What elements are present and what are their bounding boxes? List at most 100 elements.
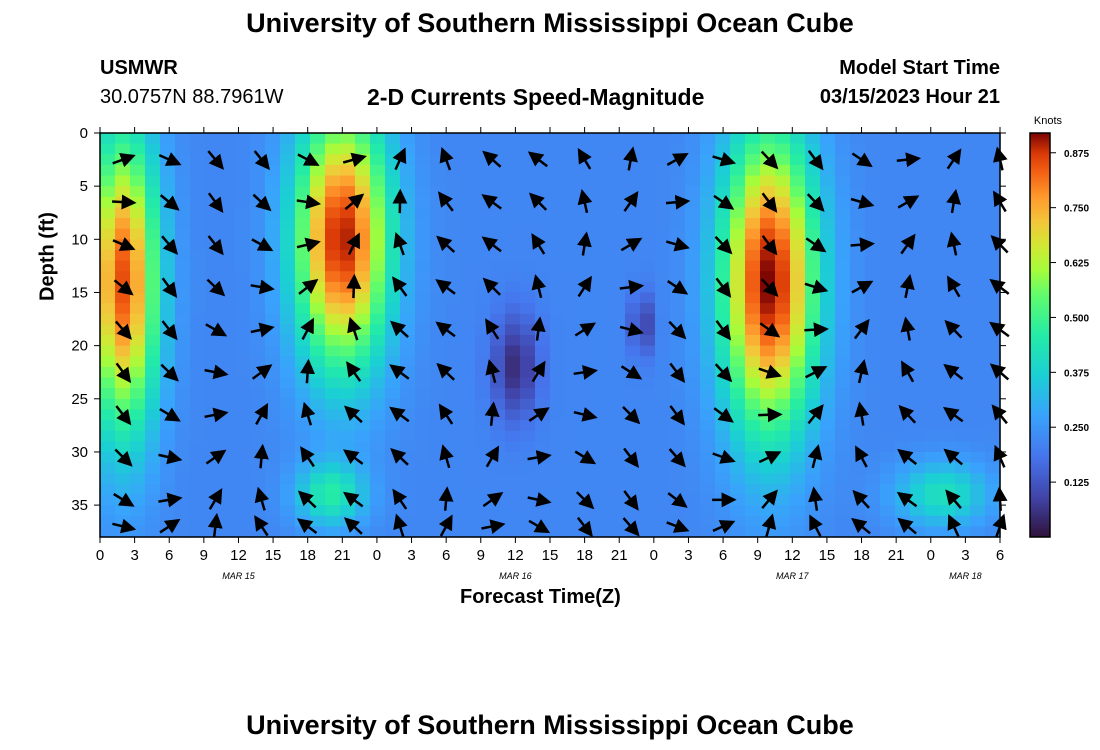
- heat-cell: [625, 420, 641, 432]
- heat-cell: [505, 494, 521, 506]
- heat-cell: [940, 186, 956, 198]
- heat-cell: [355, 303, 371, 315]
- current-arrow: [435, 279, 456, 295]
- current-arrow: [253, 150, 270, 171]
- heat-cell: [865, 462, 881, 474]
- heat-cell: [895, 228, 911, 240]
- heat-cell: [940, 164, 956, 177]
- heat-cell: [400, 398, 416, 411]
- heat-cell: [520, 409, 536, 421]
- heat-cell: [265, 313, 281, 325]
- heat-cell: [100, 335, 116, 347]
- heat-cell: [490, 313, 506, 325]
- heat-cell: [805, 356, 821, 368]
- heat-cell: [190, 324, 206, 336]
- heat-cell: [805, 271, 821, 283]
- heat-cell: [865, 292, 881, 304]
- heat-cell: [175, 207, 191, 219]
- heat-cell: [880, 260, 896, 272]
- heat-cell: [865, 133, 881, 145]
- heat-cell: [985, 335, 1001, 347]
- heat-cell: [790, 483, 806, 496]
- heat-cell: [325, 483, 341, 496]
- heat-cell: [565, 335, 581, 347]
- current-arrow: [623, 146, 638, 171]
- heat-cell: [610, 335, 626, 347]
- heat-cell: [820, 505, 836, 517]
- current-arrow: [208, 488, 223, 510]
- heat-cell: [175, 473, 191, 485]
- heat-cell: [940, 505, 956, 517]
- heat-cell: [970, 366, 986, 379]
- heat-cell: [325, 420, 341, 432]
- heat-cell: [910, 388, 926, 400]
- heat-cell: [505, 451, 521, 464]
- heat-cell: [220, 441, 236, 453]
- heat-cell: [400, 303, 416, 315]
- heat-cell: [535, 175, 551, 187]
- heat-cell: [175, 164, 191, 177]
- heat-cell: [145, 313, 161, 325]
- heat-cell: [550, 218, 566, 230]
- heat-cell: [370, 196, 386, 209]
- heat-cell: [160, 249, 176, 262]
- current-arrow: [667, 492, 688, 508]
- heat-cell: [385, 441, 401, 453]
- heat-cell: [550, 239, 566, 251]
- current-arrow: [296, 518, 318, 534]
- heat-cell: [295, 377, 311, 389]
- heat-cell: [745, 515, 761, 527]
- heat-cell: [790, 515, 806, 527]
- heat-cell: [445, 143, 461, 155]
- heat-cell: [805, 451, 821, 464]
- heat-cell: [370, 388, 386, 400]
- heat-cell: [385, 473, 401, 485]
- heat-cell: [670, 260, 686, 272]
- heat-cell: [415, 292, 431, 304]
- heat-cell: [790, 356, 806, 368]
- heat-cell: [685, 196, 701, 209]
- heat-cell: [310, 515, 326, 527]
- heat-cell: [520, 143, 536, 155]
- current-arrow: [853, 318, 870, 340]
- heat-cell: [220, 526, 236, 538]
- heat-cell: [175, 462, 191, 474]
- heat-cell: [595, 409, 611, 421]
- heat-cell: [550, 271, 566, 283]
- heat-cell: [175, 335, 191, 347]
- heat-cell: [415, 441, 431, 453]
- heat-cell: [955, 154, 971, 166]
- heat-cell: [820, 207, 836, 219]
- current-arrow: [112, 194, 137, 210]
- heat-cell: [370, 313, 386, 325]
- heat-cell: [985, 324, 1001, 336]
- heat-cell: [940, 271, 956, 283]
- x-tick-label: 0: [650, 547, 658, 564]
- heat-cell: [715, 377, 731, 389]
- heat-cell: [865, 483, 881, 496]
- heat-cell: [310, 335, 326, 347]
- heat-cell: [565, 515, 581, 527]
- heat-cell: [715, 143, 731, 155]
- heat-cell: [940, 441, 956, 453]
- heat-cell: [970, 430, 986, 442]
- heat-cell: [685, 271, 701, 283]
- heat-cell: [535, 505, 551, 517]
- heat-cell: [835, 207, 851, 219]
- heat-cell: [670, 175, 686, 187]
- heat-cell: [820, 356, 836, 368]
- heat-cell: [505, 218, 521, 230]
- heat-cell: [190, 526, 206, 538]
- heat-cell: [760, 271, 776, 283]
- heat-cell: [250, 398, 266, 411]
- heat-cell: [700, 441, 716, 453]
- heat-cell: [445, 271, 461, 283]
- heat-cell: [730, 133, 746, 145]
- heat-cell: [430, 515, 446, 527]
- current-arrow: [481, 519, 506, 534]
- heat-cell: [460, 271, 476, 283]
- heat-cell: [490, 526, 506, 538]
- heat-cell: [610, 196, 626, 209]
- heat-cell: [265, 494, 281, 506]
- heat-cell: [745, 207, 761, 219]
